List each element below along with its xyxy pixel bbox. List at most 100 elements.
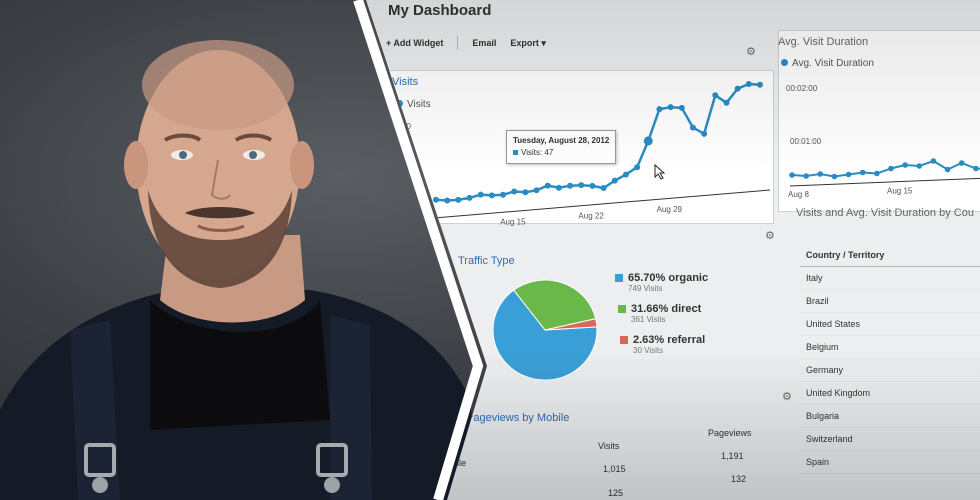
duration-point (831, 173, 838, 180)
mobile-visits-cell: 125 (608, 488, 624, 498)
organic-swatch-icon (615, 274, 623, 283)
export-dropdown[interactable]: Export ▾ (510, 37, 546, 48)
visits-point (712, 92, 719, 99)
visits-point (488, 192, 495, 199)
country-row[interactable]: Switzerland (800, 428, 980, 451)
traffic-legend-referral: 2.63% referral 30 Visits (620, 334, 708, 355)
visits-point (567, 182, 574, 189)
duration-y-tick-mid: 00:01:00 (790, 137, 822, 146)
mobile-row-label: bile (452, 458, 467, 468)
dashboard-toolbar: + Add Widget Email Export ▾ (386, 36, 546, 50)
visits-point (656, 106, 663, 113)
visits-point (578, 182, 585, 189)
visits-settings-gear-icon[interactable]: ⚙ (746, 46, 756, 58)
mouse-cursor-icon (654, 164, 666, 180)
duration-x-tick-label: Aug 8 (788, 190, 809, 199)
visits-point (600, 185, 607, 192)
visits-point (455, 196, 462, 203)
mobile-widget-title: Pageviews by Mobile (466, 412, 570, 424)
visits-point (745, 80, 752, 87)
duration-point (944, 166, 951, 173)
visits-point (643, 136, 653, 146)
visits-point (701, 130, 708, 137)
visits-x-tick-label: Aug 15 (500, 218, 526, 227)
visits-point (433, 196, 439, 203)
traffic-type-widget-title: Traffic Type (458, 255, 515, 267)
pie-slice-direct (512, 279, 597, 331)
visits-point (689, 124, 696, 131)
visits-point (544, 182, 551, 189)
mobile-visits-cell: 1,015 (603, 464, 626, 474)
visits-point (667, 104, 674, 111)
visits-point (757, 81, 763, 88)
mobile-settings-gear-icon[interactable]: ⚙ (782, 391, 792, 403)
country-row[interactable]: Belgium (800, 336, 980, 359)
country-row[interactable]: United States (800, 313, 980, 336)
pie-slice-organic (492, 289, 598, 381)
duration-point (817, 171, 824, 177)
duration-point (958, 160, 965, 166)
visits-point (622, 171, 629, 178)
traffic-settings-gear-icon[interactable]: ⚙ (765, 230, 775, 242)
duration-point (859, 169, 866, 176)
visits-point (444, 197, 451, 204)
country-table: Country / Territory Italy Brazil United … (800, 244, 980, 474)
pie-slice-referral (544, 318, 598, 331)
visits-tooltip: Tuesday, August 28, 2012 Visits: 47 (506, 130, 617, 164)
avg-duration-widget (778, 30, 980, 212)
traffic-legend-organic: 65.70% organic 749 Visits (615, 272, 708, 293)
duration-point (973, 165, 979, 172)
country-row[interactable]: United Kingdom (800, 382, 980, 405)
visits-x-tick-label: Aug 29 (657, 205, 683, 214)
visits-point (555, 184, 562, 191)
visits-point (723, 99, 730, 106)
mobile-col-pageviews: Pageviews (708, 428, 752, 438)
country-row[interactable]: Bulgaria (800, 405, 980, 428)
visits-widget-title: Visits (392, 76, 419, 88)
visits-point (500, 191, 507, 198)
duration-y-tick-top: 00:02:00 (786, 84, 818, 93)
country-row[interactable]: Brazil (800, 290, 980, 313)
series-dot-icon (781, 59, 788, 66)
referral-swatch-icon (620, 336, 628, 345)
visits-point (634, 164, 641, 171)
duration-point (902, 162, 908, 168)
avg-duration-legend: Avg. Visit Duration (781, 58, 874, 69)
toolbar-divider (457, 36, 459, 50)
visits-x-tick-label: Aug 22 (578, 211, 604, 220)
mobile-pageviews-cell: 1,191 (721, 451, 744, 461)
visits-point (678, 104, 685, 111)
duration-point (916, 163, 923, 169)
duration-point (789, 172, 795, 178)
country-widget-title: Visits and Avg. Visit Duration by Cou (796, 207, 974, 219)
visits-x-axis (433, 189, 771, 219)
country-row[interactable]: Germany (800, 359, 980, 382)
duration-point (874, 170, 880, 177)
avg-duration-widget-title: Avg. Visit Duration (778, 36, 869, 48)
visits-point (589, 182, 596, 189)
email-button[interactable]: Email (472, 38, 497, 48)
visits-point (522, 189, 529, 196)
visits-point (466, 194, 473, 201)
duration-point (845, 171, 852, 178)
traffic-type-legend: 65.70% organic 749 Visits 31.66% direct … (615, 272, 708, 365)
traffic-legend-direct: 31.66% direct 361 Visits (618, 303, 708, 324)
visits-point (477, 191, 484, 198)
duration-point (888, 165, 894, 172)
visits-point (533, 187, 540, 194)
visits-point (511, 188, 518, 195)
country-row[interactable]: Spain (800, 451, 980, 474)
country-column-header[interactable]: Country / Territory (800, 244, 980, 267)
mobile-pageviews-cell: 132 (731, 474, 747, 484)
country-row[interactable]: Italy (800, 267, 980, 290)
visits-point (611, 177, 618, 184)
add-widget-button[interactable]: + Add Widget (386, 38, 444, 48)
duration-point (803, 173, 809, 179)
tooltip-value: Visits: 47 (513, 147, 609, 159)
mobile-col-visits: Visits (598, 441, 620, 451)
